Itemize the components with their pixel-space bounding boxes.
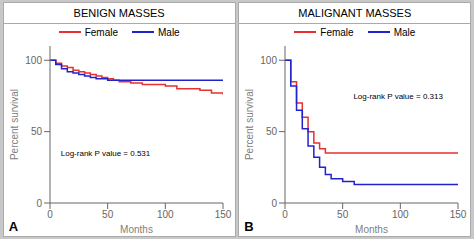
svg-text:50: 50 bbox=[102, 209, 114, 220]
svg-text:0: 0 bbox=[36, 198, 42, 209]
svg-text:100: 100 bbox=[392, 209, 409, 220]
svg-text:100: 100 bbox=[25, 55, 42, 66]
svg-text:0: 0 bbox=[47, 209, 53, 220]
svg-text:Percent survival: Percent survival bbox=[244, 89, 255, 160]
svg-text:Months: Months bbox=[120, 224, 153, 235]
html-text:Female: Female bbox=[320, 26, 354, 38]
svg-text:0: 0 bbox=[272, 198, 278, 209]
html-text:MALIGNANT MASSES: MALIGNANT MASSES bbox=[298, 7, 412, 19]
svg-text:100: 100 bbox=[261, 55, 278, 66]
svg-text:50: 50 bbox=[266, 126, 278, 137]
svg-text:50: 50 bbox=[31, 126, 43, 137]
svg-text:Log-rank P value = 0.531: Log-rank P value = 0.531 bbox=[60, 149, 150, 158]
html-text:Male: Male bbox=[158, 26, 180, 38]
html-text:BENIGN MASSES: BENIGN MASSES bbox=[73, 7, 165, 19]
html-text:A: A bbox=[8, 219, 18, 234]
svg-text:0: 0 bbox=[283, 209, 289, 220]
html-text:B: B bbox=[244, 219, 254, 234]
svg-text:Percent survival: Percent survival bbox=[8, 89, 19, 160]
svg-text:50: 50 bbox=[337, 209, 349, 220]
svg-text:150: 150 bbox=[450, 209, 466, 220]
svg-text:100: 100 bbox=[157, 209, 174, 220]
svg-text:150: 150 bbox=[214, 209, 231, 220]
svg-text:Months: Months bbox=[355, 224, 388, 235]
html-text:Female: Female bbox=[84, 26, 118, 38]
svg-text:Log-rank P value = 0.313: Log-rank P value = 0.313 bbox=[354, 92, 444, 101]
html-text:Male: Male bbox=[393, 26, 416, 38]
